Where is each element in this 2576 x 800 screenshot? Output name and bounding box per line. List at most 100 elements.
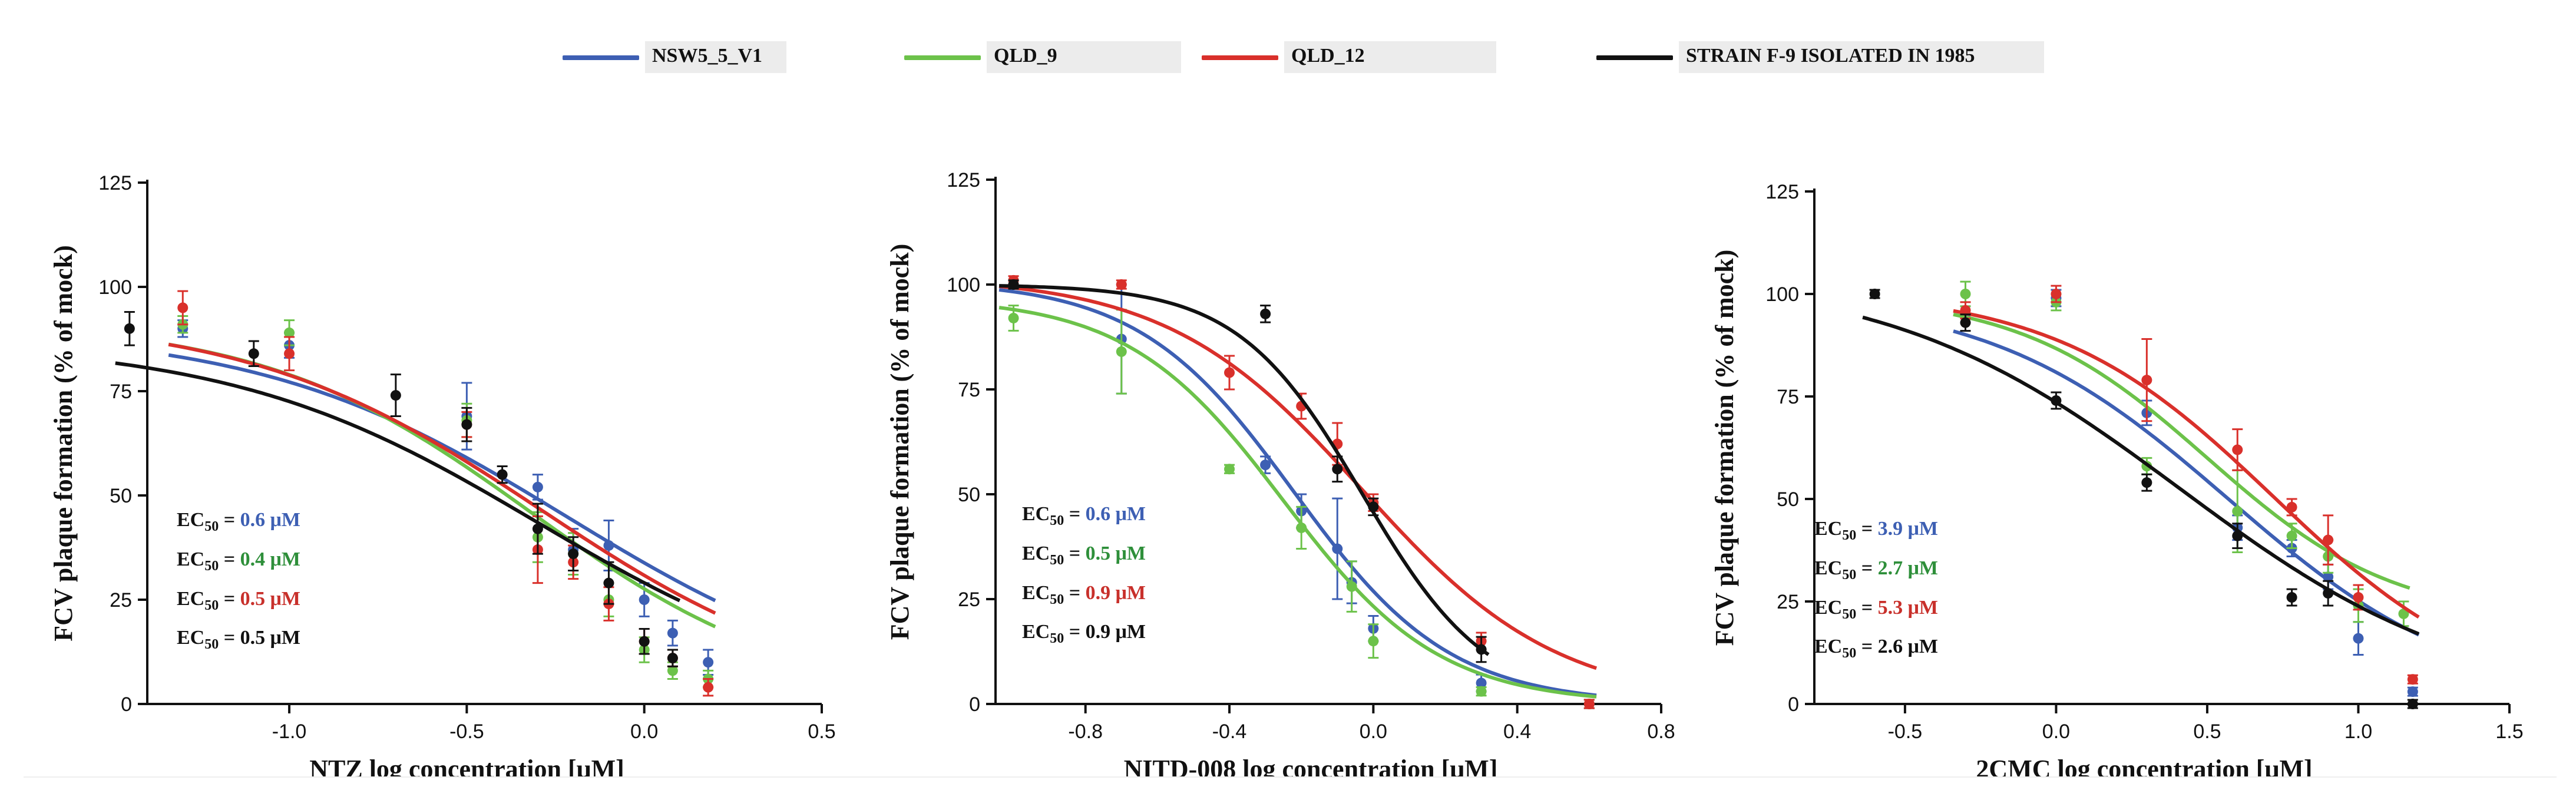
x-tick-label: 0.0 [1360, 720, 1387, 743]
ec50-value: 0.6 [1085, 503, 1111, 525]
data-point [497, 469, 508, 480]
ec50-legend: EC50 = 0.6 μM EC50 = 0.5 μM EC50 = 0.9 μ… [1022, 498, 1146, 655]
data-point [568, 548, 579, 560]
fit-curve [999, 284, 1490, 656]
chart-panel-ntz: 0 25 50 75 100 125 -1.0 -0.5 0.0 0.5 NTZ log conce… [35, 135, 872, 778]
ec50-unit: μM [270, 627, 300, 649]
x-tick-label: -0.4 [1212, 720, 1247, 743]
data-point [1368, 501, 1379, 513]
legend-label: NSW5_5_V1 [652, 45, 763, 67]
data-point [1960, 289, 1971, 299]
ec50-line: EC50 = 0.6 μM [1022, 503, 1146, 528]
data-point [2407, 699, 2418, 709]
y-tick-label: 125 [98, 172, 132, 194]
ec50-label: EC50 [1022, 503, 1064, 528]
y-axis-label: FCV plaque formation (% of mock) [49, 245, 78, 642]
data-point [1960, 305, 1971, 316]
series-group [1862, 289, 2420, 709]
legend-swatch [904, 55, 981, 60]
ec50-unit: μM [270, 587, 300, 610]
ec50-line: EC50 = 0.6 μM [177, 509, 300, 534]
ec50-line: EC50 = 0.9 μM [1022, 581, 1146, 607]
legend-label: QLD_9 [994, 45, 1057, 67]
ec50-value: 0.4 [240, 548, 266, 570]
x-tick-label: 1.5 [2495, 720, 2523, 743]
ec50-label: EC50 [1814, 557, 1857, 583]
series-group [115, 310, 681, 667]
fit-curve [998, 288, 1597, 697]
data-point [2323, 588, 2334, 599]
ec50-value: 2.7 [1877, 557, 1903, 579]
data-point [2407, 686, 2418, 697]
ec50-value: 3.9 [1877, 518, 1903, 540]
fit-curve [115, 361, 681, 603]
ec50-unit: μM [1115, 542, 1146, 564]
data-point [603, 577, 614, 589]
x-axis-label: NTZ log concentration [μM] [309, 755, 624, 778]
series-group [999, 279, 1490, 663]
ec50-line: EC50 = 0.5 μM [177, 587, 300, 613]
data-point [2353, 633, 2364, 644]
fit-curve [998, 306, 1597, 699]
data-point [1960, 317, 1971, 328]
y-tick-label: 50 [1777, 488, 1799, 511]
data-point [2051, 289, 2062, 299]
y-tick-label: 100 [1765, 283, 1799, 306]
x-axis-label: 2CMC log concentration [μM] [1976, 755, 2312, 778]
plot-area: 0 25 50 75 100 125 -0.5 0.0 0.5 1.0 1.5 2CMC log co… [1710, 181, 2524, 778]
y-tick-label: 0 [121, 693, 132, 716]
chart-legend: NSW5_5_V1 QLD_9 QLD_12 STRAIN F-9 ISOLAT… [0, 0, 2576, 118]
y-tick-label: 125 [1765, 181, 1799, 203]
data-point [1476, 677, 1487, 689]
y-tick-label: 100 [98, 276, 132, 299]
data-point [703, 682, 714, 693]
x-tick-label: 0.4 [1503, 720, 1531, 743]
data-point [248, 348, 259, 359]
ec50-unit: μM [1907, 557, 1938, 579]
y-tick-label: 125 [947, 169, 980, 191]
ec50-unit: μM [270, 509, 300, 531]
series-group [1953, 280, 2410, 627]
ec50-value: 0.5 [1085, 542, 1111, 564]
data-point [639, 594, 650, 605]
x-tick-label: -0.8 [1068, 720, 1103, 743]
data-point [284, 327, 295, 338]
ec50-label: EC50 [177, 548, 219, 574]
ec50-value: 0.9 [1085, 581, 1111, 604]
y-tick-label: 0 [1788, 693, 1799, 716]
data-point [1116, 279, 1127, 290]
data-point [1224, 464, 1235, 475]
data-point [1332, 464, 1343, 475]
data-point [1476, 644, 1487, 655]
data-point [1116, 346, 1127, 357]
fit-curve [1953, 329, 2420, 637]
ec50-value: 0.5 [240, 587, 266, 610]
ec50-line: EC50 = 0.5 μM [1022, 542, 1146, 568]
data-point [2286, 592, 2297, 603]
ec50-unit: μM [1115, 581, 1146, 604]
ec50-label: EC50 [177, 509, 219, 534]
legend-swatch [1596, 55, 1673, 60]
data-point [703, 657, 714, 668]
ec50-value: 5.3 [1877, 596, 1903, 619]
data-point [177, 302, 189, 313]
data-point [1296, 522, 1307, 533]
fit-curve [1862, 315, 2420, 636]
ec50-value: 0.5 [240, 627, 266, 649]
ec50-value: 0.6 [240, 509, 266, 531]
ec50-value: 0.9 [1085, 621, 1111, 643]
x-tick-label: 0.5 [808, 720, 835, 743]
ec50-label: EC50 [1814, 596, 1857, 622]
fit-curve [998, 284, 1598, 670]
data-point [639, 636, 650, 647]
x-tick-label: 1.0 [2344, 720, 2372, 743]
y-tick-label: 25 [958, 589, 980, 611]
dose-response-chart-ntz: 0 25 50 75 100 125 -1.0 -0.5 0.0 0.5 NTZ log conce… [49, 172, 836, 778]
chart-panel-nitd008: 0 25 50 75 100 125 -0.8 -0.4 0.0 0.4 0.8 NITD-008 l… [872, 135, 1708, 778]
fit-curve [168, 342, 716, 615]
ec50-line: EC50 = 3.9 μM [1814, 518, 1938, 543]
x-tick-label: 0.0 [630, 720, 658, 743]
data-point [2232, 530, 2243, 541]
legend-label-box [1284, 41, 1496, 73]
ec50-label: EC50 [1814, 636, 1857, 662]
